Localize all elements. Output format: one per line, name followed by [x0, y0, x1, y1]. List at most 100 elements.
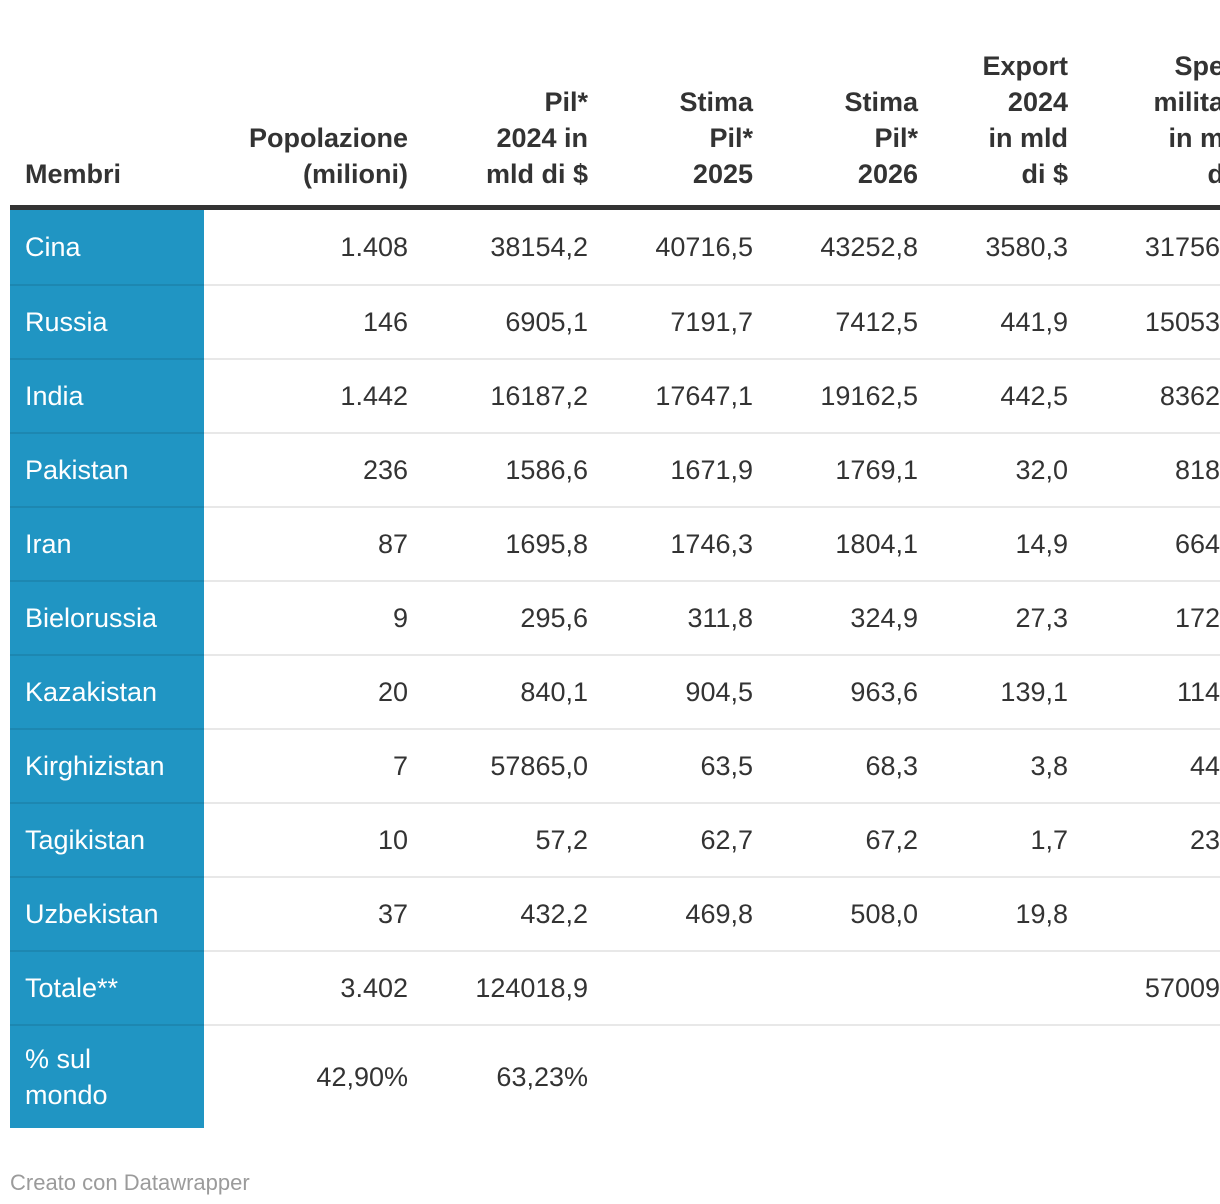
column-header-line: 2025 [692, 159, 753, 189]
datawrapper-credit: Creato con Datawrapper [10, 1170, 250, 1195]
table-cell: 14,9 [930, 506, 1080, 580]
table-cell: 20 [204, 654, 420, 728]
row-label-line: Cina [25, 232, 81, 262]
table-cell: 1804,1 [765, 506, 930, 580]
table-cell: 7412,5 [765, 284, 930, 358]
table-cell: 963,6 [765, 654, 930, 728]
row-label-text: Totale** [25, 970, 118, 1006]
table-cell: 904,5 [600, 654, 765, 728]
table-cell: 1746,3 [600, 506, 765, 580]
column-header-line: 2026 [857, 159, 918, 189]
table-cell [600, 950, 765, 1024]
row-label-line: Iran [25, 529, 72, 559]
table-cell: 124018,9 [420, 950, 600, 1024]
table-cell: 10 [204, 802, 420, 876]
table-cell: 15053 [1080, 284, 1220, 358]
column-header-line: di $ [1021, 159, 1068, 189]
row-label: Cina [10, 210, 204, 284]
row-label: Kazakistan [10, 654, 204, 728]
table-cell: 1.408 [340, 231, 408, 262]
row-label: India [10, 358, 204, 432]
table-row: % sul mondo 42,90% 63,23% [10, 1024, 1220, 1128]
table-cell: 87 [204, 506, 420, 580]
column-header-line: Pil* [874, 123, 918, 153]
row-label: Iran [10, 506, 204, 580]
table-cell: 1769,1 [765, 432, 930, 506]
table-cell: 57009 [1080, 950, 1220, 1024]
table-cell: 295,6 [420, 580, 600, 654]
table-cell: 31756 [1144, 231, 1220, 262]
row-label-text: Kazakistan [25, 674, 157, 710]
table-row: Kirghizistan 7 57865,0 63,5 68,3 3,8 44 [10, 728, 1220, 802]
table-cell: 469,8 [600, 876, 765, 950]
table-cell [930, 1024, 1080, 1128]
row-label: Kirghizistan [10, 728, 204, 802]
row-label-text: Uzbekistan [25, 896, 159, 932]
table-cell: 57,2 [420, 802, 600, 876]
table-row: Russia 146 6905,1 7191,7 7412,5 441,9 15053 [10, 284, 1220, 358]
table-cell: 63,5 [600, 728, 765, 802]
table-cell: 19162,5 [765, 358, 930, 432]
row-label-text: India [25, 378, 84, 414]
table-cell: 3.402 [204, 950, 420, 1024]
table-cell: 432,2 [420, 876, 600, 950]
table-row: Tagikistan 10 57,2 62,7 67,2 1,7 23 [10, 802, 1220, 876]
table-cell: 57865,0 [420, 728, 600, 802]
column-header-popolazione: Popolazione (milioni) [204, 120, 420, 192]
row-label-line: Russia [25, 307, 108, 337]
row-label: Bielorussia [10, 580, 204, 654]
table-cell: 63,23% [420, 1024, 600, 1128]
row-label-text: Pakistan [25, 452, 129, 488]
table-cell: 7 [204, 728, 420, 802]
table-cell: 40716,5 [655, 231, 753, 262]
row-label-line: Pakistan [25, 455, 129, 485]
column-header-line: mld di $ [485, 159, 588, 189]
table-cell: 6905,1 [420, 284, 600, 358]
table-cell: 17647,1 [600, 358, 765, 432]
row-label-line: Totale** [25, 973, 119, 1003]
table-cell: 441,9 [930, 284, 1080, 358]
table-cell: 1671,9 [600, 432, 765, 506]
column-header-line: d [1207, 159, 1220, 189]
table-cell: 68,3 [765, 728, 930, 802]
row-label-line: Kirghizistan [25, 751, 165, 781]
table-cell: 1,7 [930, 802, 1080, 876]
table-cell: 324,9 [765, 580, 930, 654]
table-cell [600, 1024, 765, 1128]
row-label-line: % sul [25, 1044, 92, 1074]
row-label-text: Kirghizistan [25, 748, 165, 784]
table-cell: 9 [204, 580, 420, 654]
row-label-text: Iran [25, 526, 72, 562]
table-cell: 3,8 [930, 728, 1080, 802]
table-row: Totale** 3.402 124018,9 57009 [10, 950, 1220, 1024]
table-header-row: Membri Popolazione (milioni) Pil* 2024 in mld… [10, 0, 1220, 210]
table-cell: 3580,3 [985, 231, 1068, 262]
table-cell: 818 [1080, 432, 1220, 506]
table-cell: 67,2 [765, 802, 930, 876]
table-cell [765, 950, 930, 1024]
table-row: Cina 1.408 38154,2 40716,5 43252,8 3580,3 3175… [10, 210, 1220, 284]
table-cell: 16187,2 [420, 358, 600, 432]
table-cell: 1586,6 [420, 432, 600, 506]
row-label-line: India [25, 381, 84, 411]
column-header-line: Spe [1174, 51, 1220, 81]
table-cell: 37 [204, 876, 420, 950]
table-cell: 172 [1080, 580, 1220, 654]
table-cell [765, 1024, 930, 1128]
row-label: Tagikistan [10, 802, 204, 876]
table-cell: 1.442 [204, 358, 420, 432]
column-header-line: Export [982, 51, 1068, 81]
table-cell: 43252,8 [820, 231, 918, 262]
table-row: Iran 87 1695,8 1746,3 1804,1 14,9 664 [10, 506, 1220, 580]
table-cell: 38154,2 [490, 231, 588, 262]
table-cell: 44 [1080, 728, 1220, 802]
column-header-line: 2024 [1007, 87, 1068, 117]
row-label: Pakistan [10, 432, 204, 506]
row-label-text: Tagikistan [25, 822, 145, 858]
table-row: Bielorussia 9 295,6 311,8 324,9 27,3 172 [10, 580, 1220, 654]
row-label: Totale** [10, 950, 204, 1024]
table-cell: 508,0 [765, 876, 930, 950]
table-cell [1080, 876, 1220, 950]
table-row: India 1.442 16187,2 17647,1 19162,5 442,5 8362 [10, 358, 1220, 432]
